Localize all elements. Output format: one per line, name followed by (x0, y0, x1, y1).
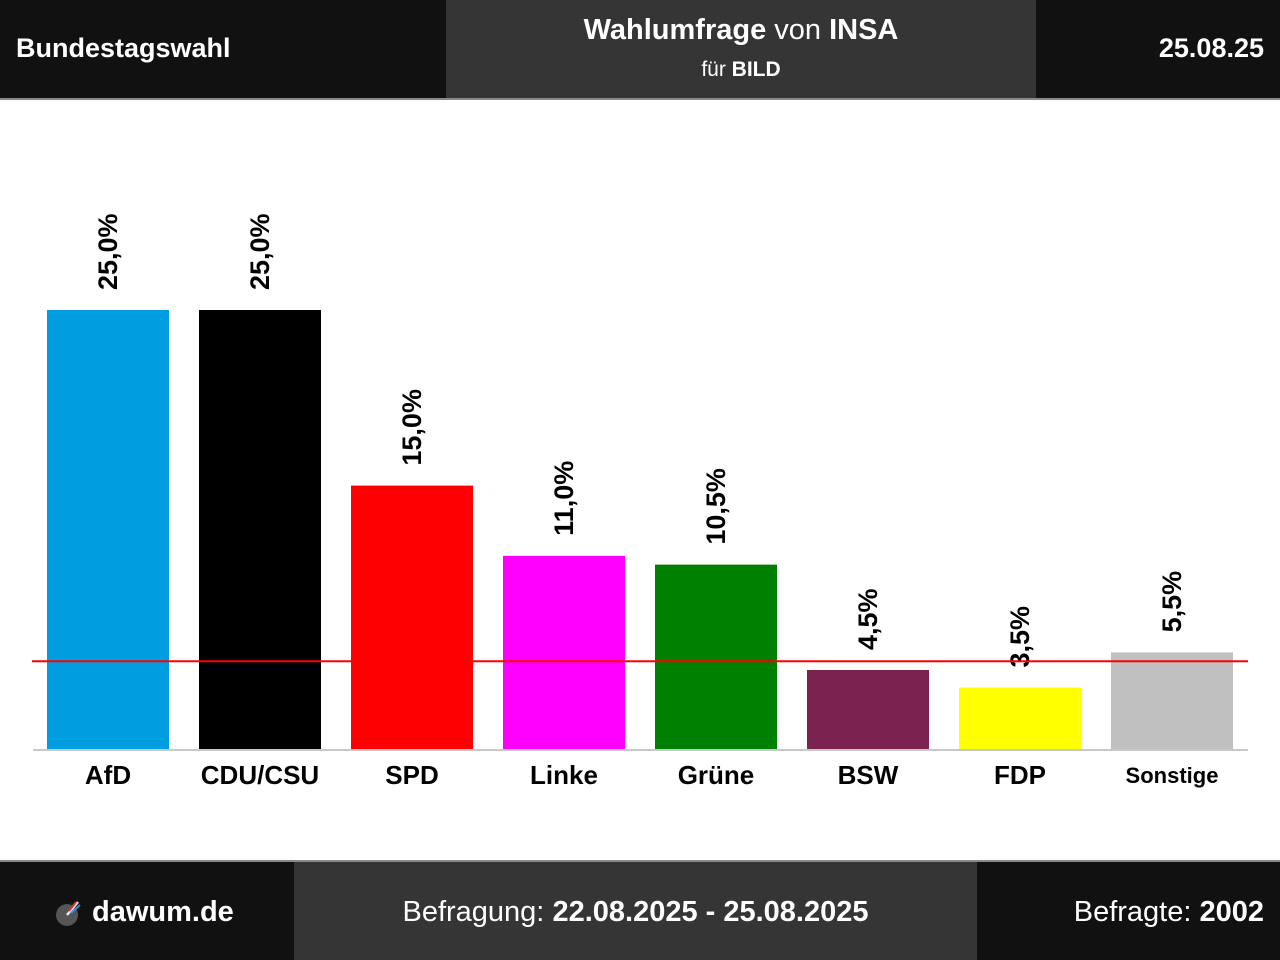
bar-bsw (807, 669, 929, 749)
footer-divider (0, 860, 1280, 862)
bar-sonstige (1111, 652, 1233, 749)
value-label: 11,0% (549, 461, 579, 536)
header-bar: Bundestagswahl Wahlumfrage von INSA für … (0, 0, 1280, 98)
survey-period: Befragung: 22.08.2025 - 25.08.2025 (294, 896, 977, 929)
value-label: 4,5% (853, 588, 883, 650)
header-divider (0, 98, 1280, 100)
bar-cdu-csu (199, 310, 321, 749)
footer-bar: dawum.de Befragung: 22.08.2025 - 25.08.2… (0, 862, 1280, 960)
bar-afd (47, 310, 169, 749)
category-label: CDU/CSU (201, 760, 319, 790)
logo-text: dawum.de (92, 896, 234, 928)
respondents: Befragte: 2002 (1074, 896, 1264, 929)
survey-period-label: Befragung: (402, 896, 545, 928)
bar-fdp (959, 687, 1081, 749)
poll-institute: INSA (829, 14, 899, 46)
poll-title: Wahlumfrage von INSA (446, 14, 1036, 47)
value-label: 15,0% (397, 389, 427, 466)
value-label: 5,5% (1157, 571, 1187, 633)
poll-title-connector: von (774, 14, 822, 46)
poll-client: BILD (731, 58, 781, 81)
bar-chart: 25,0% AfD 25,0% CDU/CSU 15,0% SPD 11,0% Linke 10… (32, 213, 1248, 790)
value-label: 25,0% (93, 213, 123, 290)
poll-title-main: Wahlumfrage (583, 14, 767, 46)
election-label: Bundestagswahl (16, 33, 231, 63)
category-label: AfD (85, 760, 131, 790)
poll-subtitle: für BILD (446, 58, 1036, 82)
respondents-label: Befragte: (1073, 896, 1192, 928)
category-label: Linke (530, 760, 598, 790)
footer-period-panel: Befragung: 22.08.2025 - 25.08.2025 (294, 862, 977, 960)
bar-gr-ne (655, 564, 777, 749)
category-label: Grüne (678, 760, 755, 790)
category-label: FDP (994, 760, 1046, 790)
logo[interactable]: dawum.de (54, 896, 234, 929)
bar-linke (503, 555, 625, 749)
category-label: SPD (385, 760, 438, 790)
value-label: 10,5% (701, 468, 731, 545)
category-label: Sonstige (1126, 763, 1219, 788)
logo-icon (56, 900, 81, 926)
header-title-panel: Wahlumfrage von INSA für BILD (446, 0, 1036, 98)
value-label: 3,5% (1005, 606, 1035, 668)
respondents-value: 2002 (1199, 896, 1264, 928)
bar-spd (351, 485, 473, 749)
poll-date: 25.08.25 (1158, 33, 1264, 63)
poll-subtitle-prefix: für (701, 58, 726, 81)
survey-period-value: 22.08.2025 - 25.08.2025 (552, 896, 869, 928)
value-label: 25,0% (245, 213, 275, 290)
category-label: BSW (838, 760, 899, 790)
